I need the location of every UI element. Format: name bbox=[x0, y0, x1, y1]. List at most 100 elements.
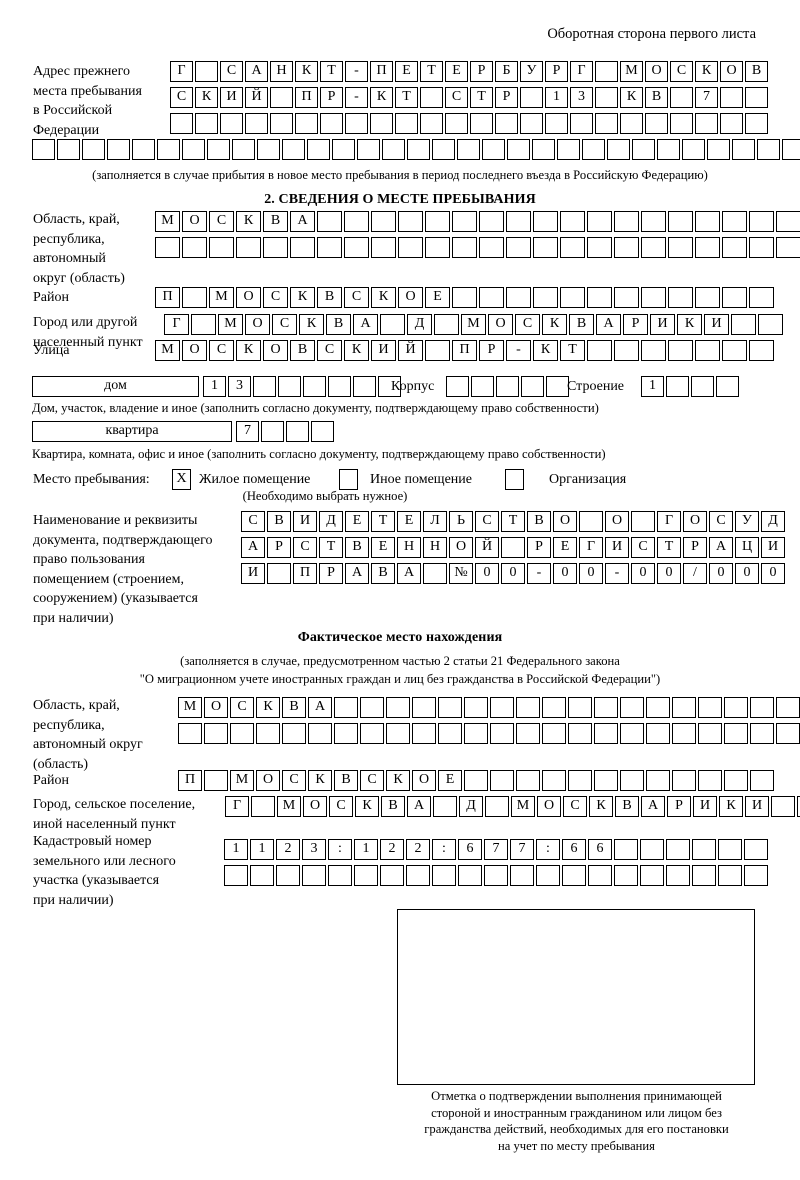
char-cell[interactable]: В bbox=[371, 563, 395, 584]
char-cell[interactable]: 0 bbox=[553, 563, 577, 584]
char-cell[interactable] bbox=[420, 87, 443, 108]
char-cell[interactable] bbox=[378, 376, 401, 397]
char-cell[interactable]: С bbox=[515, 314, 540, 335]
char-cell[interactable]: К bbox=[355, 796, 379, 817]
char-cell[interactable]: К bbox=[290, 287, 315, 308]
char-cell[interactable] bbox=[707, 139, 730, 160]
char-cell[interactable] bbox=[646, 770, 670, 791]
char-cell[interactable] bbox=[457, 139, 480, 160]
char-cell[interactable] bbox=[542, 770, 566, 791]
char-cell[interactable]: С bbox=[282, 770, 306, 791]
char-cell[interactable] bbox=[568, 723, 592, 744]
char-cell[interactable]: Р bbox=[479, 340, 504, 361]
char-cell[interactable]: В bbox=[267, 511, 291, 532]
char-cell[interactable] bbox=[458, 865, 482, 886]
char-cell[interactable] bbox=[533, 211, 558, 232]
char-cell[interactable]: О bbox=[488, 314, 513, 335]
char-cell[interactable]: 1 bbox=[224, 839, 248, 860]
char-cell[interactable] bbox=[195, 61, 218, 82]
char-cell[interactable]: И bbox=[241, 563, 265, 584]
char-cell[interactable] bbox=[464, 697, 488, 718]
char-cell[interactable]: У bbox=[520, 61, 543, 82]
char-cell[interactable] bbox=[776, 723, 800, 744]
char-cell[interactable] bbox=[718, 865, 742, 886]
char-cell[interactable]: 7 bbox=[510, 839, 534, 860]
char-cell[interactable]: 0 bbox=[657, 563, 681, 584]
char-cell[interactable] bbox=[295, 113, 318, 134]
char-cell[interactable] bbox=[220, 113, 243, 134]
char-cell[interactable] bbox=[334, 697, 358, 718]
char-cell[interactable]: Т bbox=[657, 537, 681, 558]
char-cell[interactable]: Е bbox=[445, 61, 468, 82]
char-cell[interactable] bbox=[452, 287, 477, 308]
char-cell[interactable]: О bbox=[449, 537, 473, 558]
char-cell[interactable]: 3 bbox=[228, 376, 251, 397]
char-cell[interactable] bbox=[695, 237, 720, 258]
char-cell[interactable] bbox=[425, 340, 450, 361]
char-cell[interactable] bbox=[261, 421, 284, 442]
char-cell[interactable]: О bbox=[182, 340, 207, 361]
char-cell[interactable] bbox=[170, 113, 193, 134]
char-cell[interactable]: С bbox=[272, 314, 297, 335]
stamp-box[interactable] bbox=[397, 909, 755, 1085]
char-cell[interactable]: 0 bbox=[735, 563, 759, 584]
char-cell[interactable] bbox=[587, 211, 612, 232]
char-cell[interactable] bbox=[698, 723, 722, 744]
char-cell[interactable] bbox=[432, 865, 456, 886]
char-cell[interactable] bbox=[757, 139, 780, 160]
char-cell[interactable] bbox=[464, 770, 488, 791]
char-cell[interactable]: С bbox=[670, 61, 693, 82]
char-cell[interactable] bbox=[245, 113, 268, 134]
char-cell[interactable] bbox=[750, 770, 774, 791]
char-cell[interactable] bbox=[479, 237, 504, 258]
char-cell[interactable]: : bbox=[536, 839, 560, 860]
char-cell[interactable] bbox=[484, 865, 508, 886]
char-cell[interactable] bbox=[257, 139, 280, 160]
char-cell[interactable] bbox=[607, 139, 630, 160]
char-cell[interactable]: А bbox=[308, 697, 332, 718]
char-cell[interactable]: Р bbox=[495, 87, 518, 108]
char-cell[interactable]: Д bbox=[761, 511, 785, 532]
char-cell[interactable] bbox=[236, 237, 261, 258]
char-cell[interactable]: П bbox=[295, 87, 318, 108]
char-cell[interactable] bbox=[595, 113, 618, 134]
char-cell[interactable]: Н bbox=[423, 537, 447, 558]
char-cell[interactable] bbox=[620, 113, 643, 134]
char-cell[interactable]: Г bbox=[170, 61, 193, 82]
char-cell[interactable] bbox=[532, 139, 555, 160]
char-cell[interactable] bbox=[750, 723, 774, 744]
char-cell[interactable] bbox=[640, 839, 664, 860]
char-cell[interactable]: С bbox=[241, 511, 265, 532]
char-cell[interactable]: В bbox=[615, 796, 639, 817]
char-cell[interactable] bbox=[407, 139, 430, 160]
char-cell[interactable] bbox=[614, 865, 638, 886]
char-cell[interactable]: Р bbox=[319, 563, 343, 584]
char-cell[interactable]: - bbox=[345, 61, 368, 82]
char-cell[interactable] bbox=[695, 113, 718, 134]
char-cell[interactable] bbox=[311, 421, 334, 442]
char-cell[interactable]: К bbox=[620, 87, 643, 108]
char-cell[interactable]: К bbox=[295, 61, 318, 82]
char-cell[interactable] bbox=[631, 511, 655, 532]
char-cell[interactable]: С bbox=[709, 511, 733, 532]
char-cell[interactable]: Т bbox=[395, 87, 418, 108]
char-cell[interactable]: Т bbox=[420, 61, 443, 82]
char-cell[interactable] bbox=[182, 287, 207, 308]
char-cell[interactable]: О bbox=[537, 796, 561, 817]
char-cell[interactable]: 3 bbox=[302, 839, 326, 860]
char-cell[interactable] bbox=[718, 839, 742, 860]
char-cell[interactable]: В bbox=[290, 340, 315, 361]
char-cell[interactable] bbox=[695, 211, 720, 232]
char-cell[interactable] bbox=[594, 770, 618, 791]
char-cell[interactable] bbox=[382, 139, 405, 160]
char-cell[interactable]: - bbox=[605, 563, 629, 584]
checkbox-inoe[interactable] bbox=[339, 469, 358, 490]
char-cell[interactable] bbox=[516, 723, 540, 744]
char-cell[interactable] bbox=[645, 113, 668, 134]
char-cell[interactable] bbox=[479, 211, 504, 232]
char-cell[interactable] bbox=[666, 865, 690, 886]
